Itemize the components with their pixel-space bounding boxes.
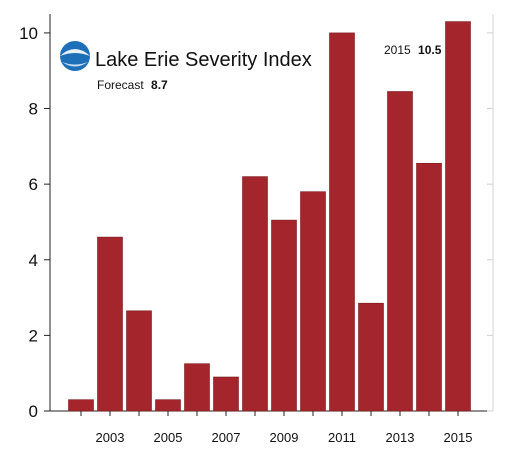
bar-2015 bbox=[445, 21, 471, 412]
y-tick-label: 0 bbox=[29, 402, 38, 421]
y-ticks: 0 2 4 6 8 10 bbox=[19, 24, 50, 421]
bar-2014 bbox=[416, 163, 442, 412]
x-tick-label-2009: 2009 bbox=[270, 430, 299, 445]
forecast-value: 8.7 bbox=[151, 78, 168, 92]
logo-bird-shape bbox=[60, 49, 90, 56]
bar-2011 bbox=[329, 32, 355, 412]
chart-title: Lake Erie Severity Index bbox=[95, 49, 312, 71]
x-tick-label-2013: 2013 bbox=[386, 430, 415, 445]
x-tick-label-2011: 2011 bbox=[328, 430, 356, 445]
latest-year-label: 2015 bbox=[384, 43, 411, 57]
noaa-logo bbox=[60, 41, 90, 71]
y-tick-label: 2 bbox=[29, 326, 38, 345]
bar-2004 bbox=[126, 310, 152, 412]
bar-2009 bbox=[271, 219, 297, 412]
x-tick-label-2003: 2003 bbox=[96, 430, 125, 445]
x-tick-label-2007: 2007 bbox=[212, 430, 241, 445]
bar-2008 bbox=[242, 176, 268, 412]
bar-2003 bbox=[97, 236, 123, 412]
forecast-label: Forecast bbox=[97, 78, 144, 92]
bar-2005 bbox=[155, 399, 181, 412]
bars bbox=[68, 21, 471, 412]
y-tick-label: 4 bbox=[29, 251, 38, 270]
forecast-text: Forecast 8.7 bbox=[97, 78, 168, 92]
bar-2012 bbox=[358, 302, 384, 412]
bar-2010 bbox=[300, 191, 326, 412]
y-tick-label: 6 bbox=[29, 175, 38, 194]
x-ticks: 2003 2005 2007 2009 2011 2013 2015 bbox=[80, 411, 473, 445]
y-tick-label: 10 bbox=[19, 24, 38, 43]
y-tick-label: 8 bbox=[29, 100, 38, 119]
logo-circle bbox=[60, 41, 90, 71]
x-tick-label-2015: 2015 bbox=[444, 430, 473, 445]
x-tick-label-2005: 2005 bbox=[154, 430, 183, 445]
right-ticks bbox=[487, 32, 493, 412]
bar-2013 bbox=[387, 91, 413, 412]
bar-2002 bbox=[68, 399, 94, 412]
bar-2007 bbox=[213, 376, 239, 412]
logo-wave-shape bbox=[62, 62, 88, 67]
latest-value-annotation: 2015 10.5 bbox=[384, 43, 442, 57]
latest-value-label: 10.5 bbox=[418, 43, 442, 57]
bar-2006 bbox=[184, 363, 210, 412]
